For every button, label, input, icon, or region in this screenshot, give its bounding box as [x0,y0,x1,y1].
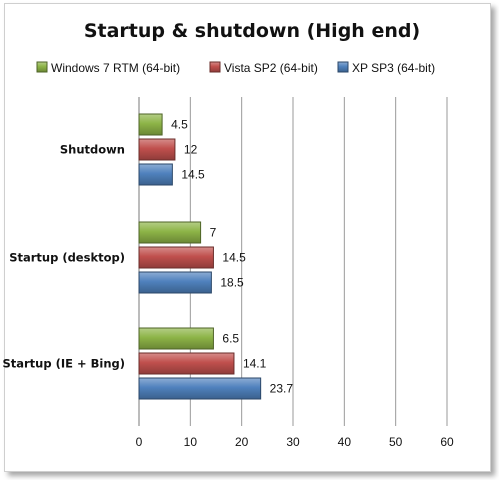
legend-swatch [337,61,349,73]
data-label: 6.5 [222,332,239,346]
data-label: 4.5 [171,118,188,132]
x-tick-label: 10 [184,435,198,449]
data-label: 14.5 [222,251,246,265]
bar [138,163,173,186]
data-label: 18.5 [220,276,244,290]
category-labels: Shutdown Startup (desktop) Startup (IE + B… [2,143,125,371]
legend-label: Vista SP2 (64-bit) [224,61,318,75]
category-label: Startup (IE + Bing) [2,357,125,371]
category-label: Shutdown [60,143,125,157]
bar [138,246,214,269]
bar [138,327,214,350]
bar [138,352,235,375]
x-tick-label: 60 [440,435,454,449]
data-label: 23.7 [270,382,294,396]
bar [138,113,163,136]
data-label: 7 [210,226,217,240]
bar [138,377,262,400]
category-label: Startup (desktop) [9,251,125,265]
data-label: 14.5 [181,168,205,182]
bars: 4.5 12 14.5 7 14.5 18.5 6.5 14.123.7 [138,113,294,400]
x-tick-label: 50 [389,435,403,449]
data-label: 12 [184,143,198,157]
x-axis-ticks: 0 10 20 30 40 50 60 [136,435,454,449]
legend-swatch [36,61,48,73]
x-tick-label: 40 [338,435,352,449]
legend-label: XP SP3 (64-bit) [352,61,435,75]
x-tick-label: 0 [136,435,143,449]
legend-swatch [209,61,221,73]
x-tick-label: 30 [286,435,300,449]
bar [138,271,212,294]
legend: Windows 7 RTM (64-bit) Vista SP2 (64-bit)… [36,61,435,75]
x-tick-label: 20 [235,435,249,449]
bar [138,138,176,161]
legend-label: Windows 7 RTM (64-bit) [51,61,180,75]
chart-title: Startup & shutdown (High end) [84,20,420,42]
data-label: 14.1 [243,357,267,371]
bar [138,221,202,244]
